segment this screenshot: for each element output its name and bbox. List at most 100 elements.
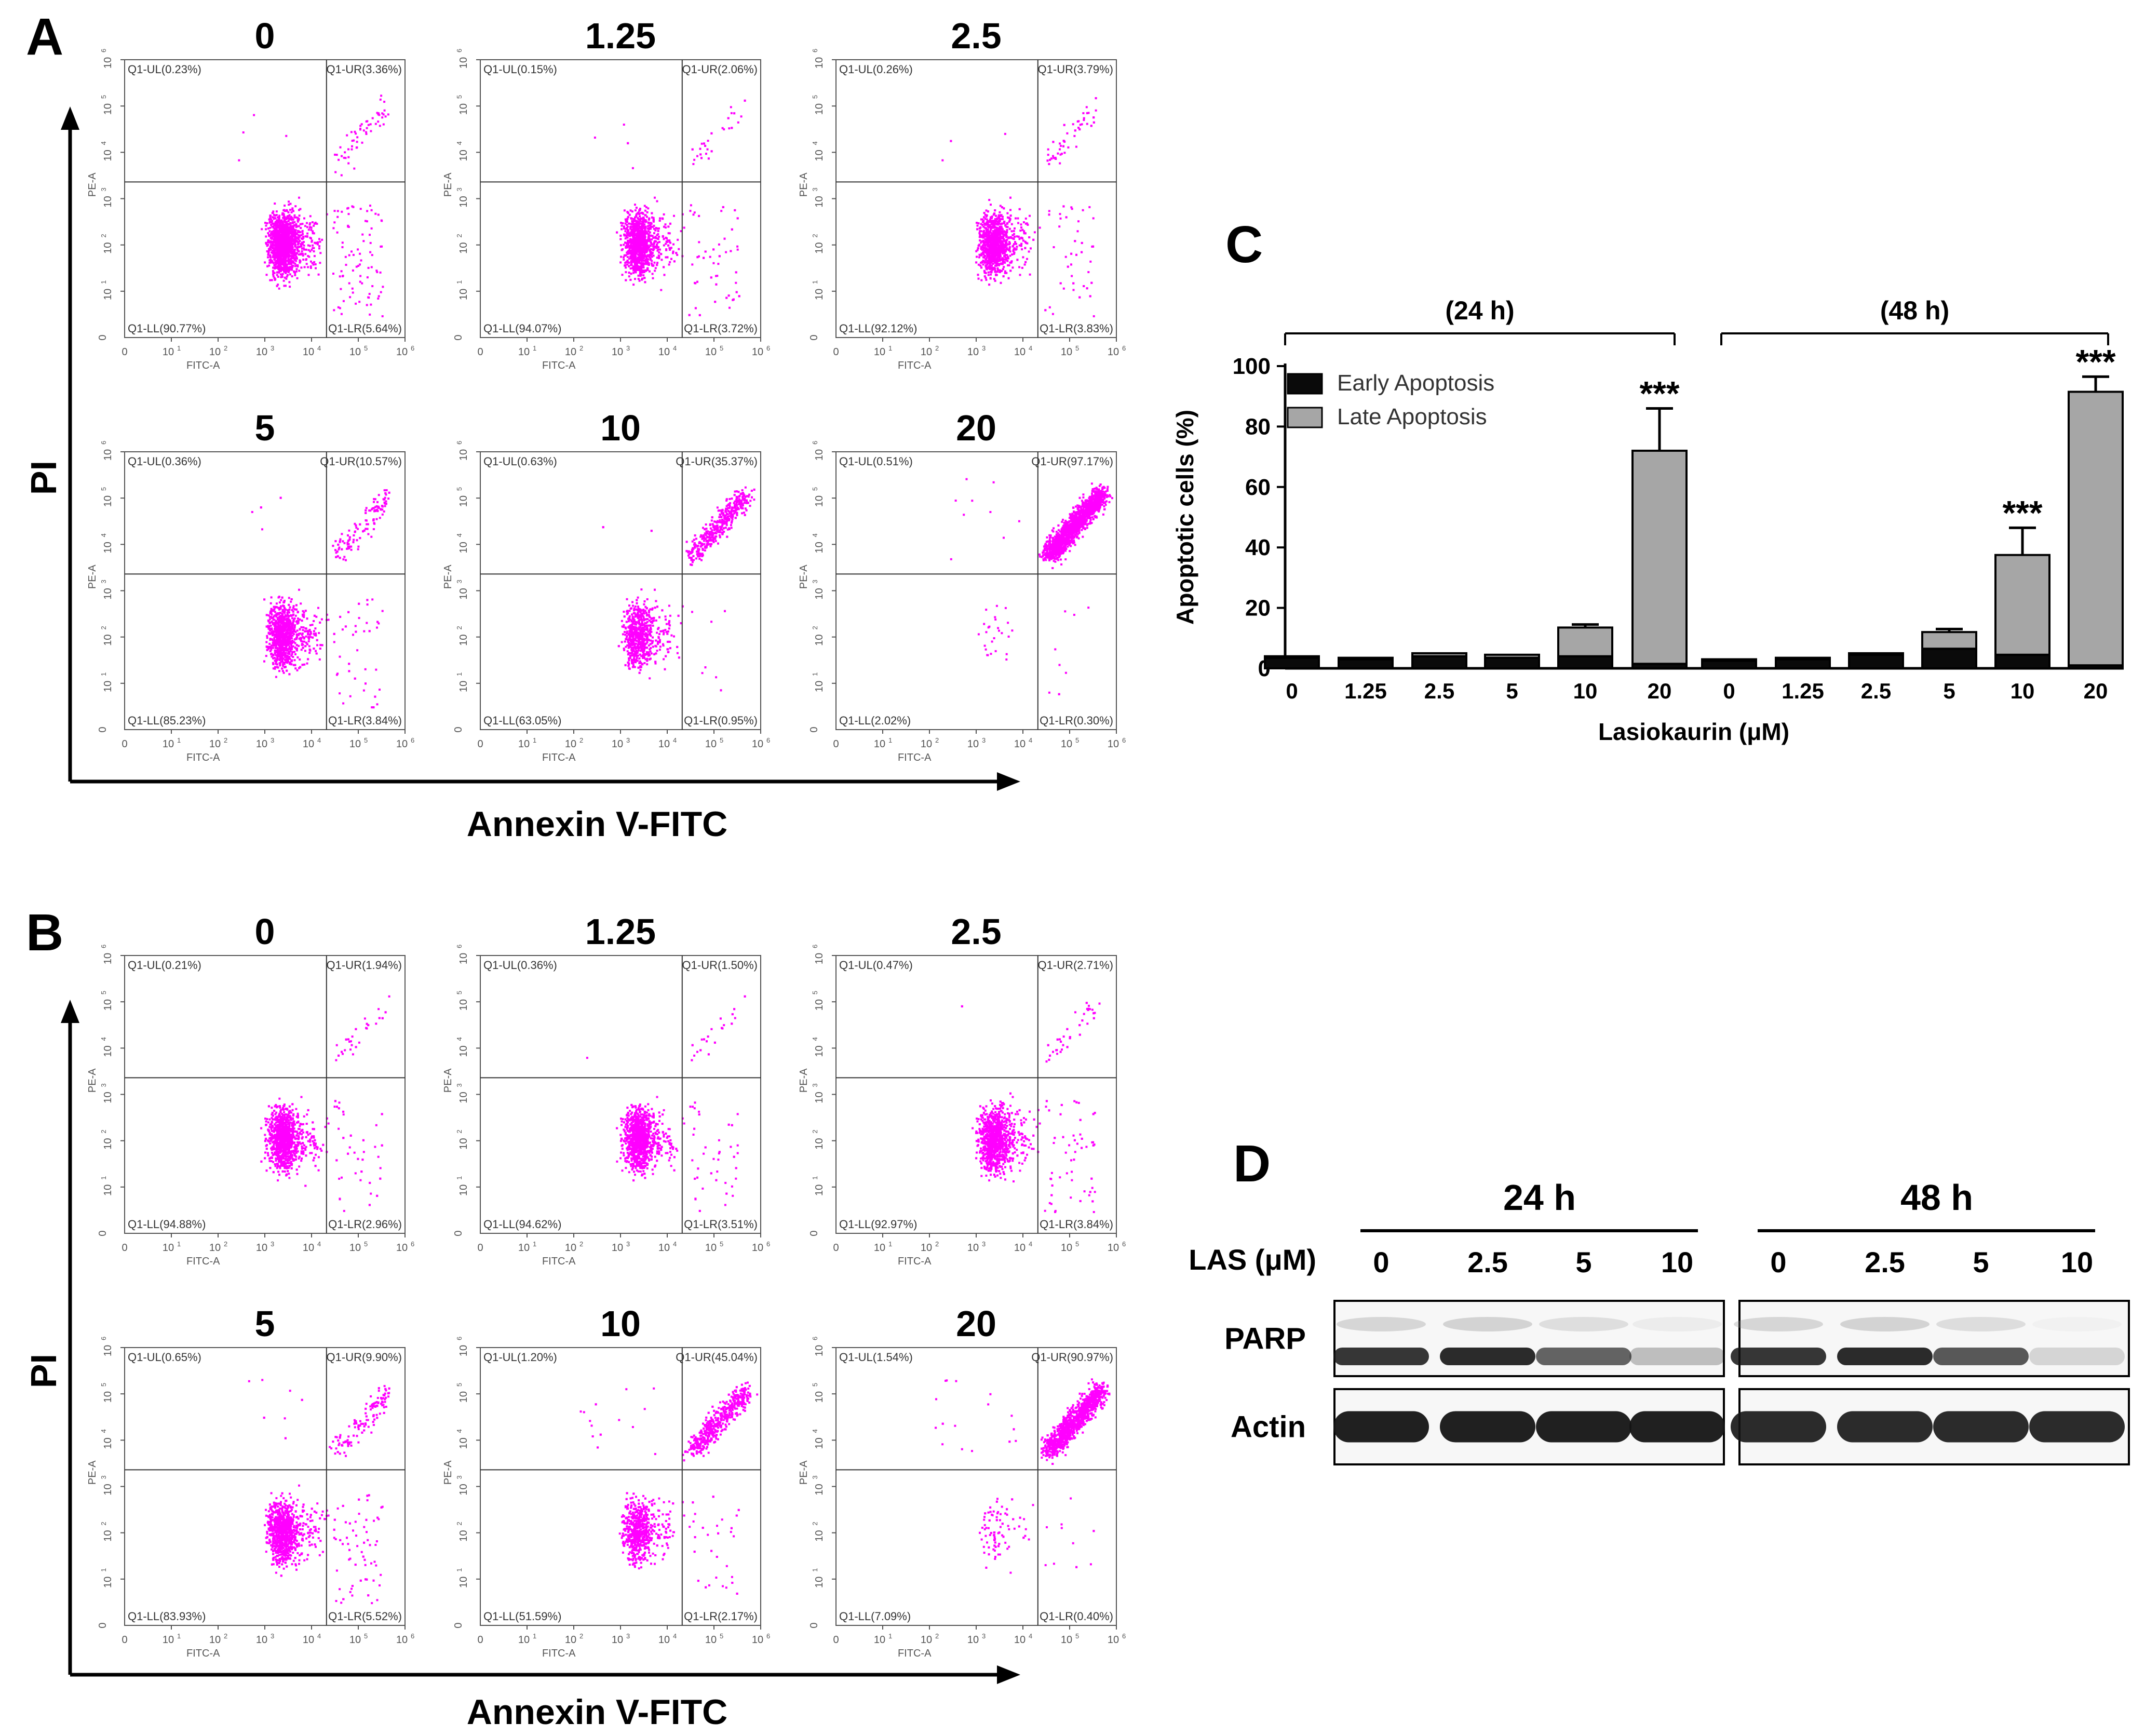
y-tick-label: 10 xyxy=(814,953,825,964)
y-axis-name: PE-A xyxy=(87,1068,98,1093)
y-tick-label: 0 xyxy=(453,1622,464,1628)
bar-late-apoptosis xyxy=(1848,652,1904,656)
x-tick-exponent: 5 xyxy=(364,1240,368,1248)
x-tick-label: 0 xyxy=(477,346,483,358)
quadrant-lr-label: Q1-LR(2.96%) xyxy=(328,1218,402,1231)
y-tick-label: 10 xyxy=(814,1185,825,1196)
x-axis-name: FITC-A xyxy=(186,1256,220,1267)
y-tick-exponent: 6 xyxy=(811,441,819,445)
y-tick-exponent: 2 xyxy=(811,1522,819,1525)
las-concentration-label: LAS (μM) xyxy=(1189,1243,1316,1276)
x-tick-label: 10 xyxy=(256,1634,267,1646)
x-tick-exponent: 6 xyxy=(1122,344,1126,352)
group-label: (48 h) xyxy=(1880,296,1949,325)
y-tick-label: 0 xyxy=(453,334,464,340)
dose-label: 1.25 xyxy=(585,16,656,56)
x-tick-label: 10 xyxy=(1108,738,1119,750)
x-tick-label: 5 xyxy=(1943,679,1955,703)
flow-axes-a: PI Annexin V-FITC xyxy=(23,106,1020,844)
lane-label: 5 xyxy=(1973,1246,1989,1279)
bar-early-apoptosis xyxy=(1848,653,1904,670)
x-tick-label: 10 xyxy=(705,1242,717,1254)
quadrant-lr-label: Q1-LR(3.51%) xyxy=(684,1218,758,1231)
quadrant-ul-label: Q1-UL(0.36%) xyxy=(483,959,557,972)
y-tick-label: 10 xyxy=(458,635,469,646)
y-tick-exponent: 6 xyxy=(100,945,107,948)
band xyxy=(1440,1348,1535,1365)
y-tick-exponent: 3 xyxy=(100,1083,107,1087)
x-tick-label: 10 xyxy=(209,1242,221,1254)
x-tick-label: 10 xyxy=(612,1242,623,1254)
quadrant-ur-label: Q1-UR(1.50%) xyxy=(682,959,758,972)
x-tick-label: 0 xyxy=(833,1634,839,1646)
x-tick-exponent: 3 xyxy=(271,736,274,744)
x-tick-exponent: 5 xyxy=(1075,736,1079,744)
x-tick-label: 10 xyxy=(209,738,221,750)
y-tick-exponent: 1 xyxy=(455,1568,463,1572)
dose-label: 0 xyxy=(255,911,275,952)
y-tick-label: 10 xyxy=(814,495,825,507)
dose-label: 2.5 xyxy=(951,911,1001,952)
dose-label: 5 xyxy=(255,1303,275,1344)
x-axis-name: FITC-A xyxy=(898,752,932,763)
x-axis-name: FITC-A xyxy=(898,1648,932,1659)
x-tick-exponent: 5 xyxy=(1075,1632,1079,1640)
x-tick-exponent: 1 xyxy=(177,1240,181,1248)
quadrant-ll-label: Q1-LL(51.59%) xyxy=(483,1610,561,1623)
y-tick-label: 10 xyxy=(102,57,114,69)
x-tick-label: 10 xyxy=(1573,679,1598,703)
x-tick-label: 2.5 xyxy=(1861,679,1891,703)
y-tick-label: 10 xyxy=(814,1484,825,1495)
x-tick-exponent: 5 xyxy=(720,1240,723,1248)
quadrant-ur-label: Q1-UR(35.37%) xyxy=(676,455,758,468)
x-tick-label: 10 xyxy=(303,1242,314,1254)
y-tick-label: 10 xyxy=(458,103,469,115)
y-tick-label: 10 xyxy=(458,1437,469,1449)
dose-label: 20 xyxy=(956,1303,996,1344)
plot-frame xyxy=(124,451,406,730)
band xyxy=(1731,1348,1826,1365)
lane-label: 0 xyxy=(1770,1246,1786,1279)
band-faint-upper xyxy=(1633,1317,1722,1331)
y-tick-exponent: 3 xyxy=(100,1475,107,1479)
x-tick-label: 10 xyxy=(303,738,314,750)
quadrant-ul-label: Q1-UL(0.21%) xyxy=(128,959,201,972)
x-tick-label: 0 xyxy=(122,346,127,358)
y-axis-title: Apoptotic cells (%) xyxy=(1171,410,1198,625)
y-tick-label: 10 xyxy=(458,1138,469,1150)
x-tick-label: 10 xyxy=(518,1242,530,1254)
y-tick-exponent: 5 xyxy=(455,487,463,491)
flow-cytometry-plots: 0 Q1-UL(0.23%) Q1-UR(3.36%) Q1-LL(90.77%) Q1… xyxy=(87,16,1126,1659)
y-tick-exponent: 3 xyxy=(100,187,107,191)
x-tick-label: 10 xyxy=(705,1634,717,1646)
x-tick-exponent: 6 xyxy=(411,1240,414,1248)
y-tick-label: 10 xyxy=(458,1484,469,1495)
y-tick-exponent: 5 xyxy=(100,1383,107,1387)
bar-late-apoptosis xyxy=(1921,631,1977,650)
quadrant-ur-label: Q1-UR(97.17%) xyxy=(1031,455,1113,468)
event-dots xyxy=(238,95,389,317)
y-tick-label: 10 xyxy=(102,953,114,964)
x-tick-label: 10 xyxy=(1061,1634,1072,1646)
y-tick-label: 10 xyxy=(814,1391,825,1403)
y-tick-label: 10 xyxy=(102,289,114,300)
dose-label: 10 xyxy=(600,1303,641,1344)
y-tick-exponent: 2 xyxy=(100,626,107,629)
y-tick-exponent: 3 xyxy=(100,580,107,583)
y-tick-exponent: 2 xyxy=(100,1522,107,1525)
x-tick-label: 10 xyxy=(1014,738,1026,750)
y-tick-label: 0 xyxy=(453,1230,464,1236)
x-tick-exponent: 4 xyxy=(1029,1240,1032,1248)
significance-marker: *** xyxy=(1639,374,1679,412)
y-tick-exponent: 4 xyxy=(100,533,107,537)
x-tick-exponent: 4 xyxy=(1029,1632,1032,1640)
lane-label: 2.5 xyxy=(1467,1246,1508,1279)
y-tick-exponent: 5 xyxy=(100,487,107,491)
legend-label-late: Late Apoptosis xyxy=(1337,404,1487,429)
y-tick-label: 10 xyxy=(458,449,469,461)
x-tick-exponent: 3 xyxy=(626,736,630,744)
y-tick-label: 10 xyxy=(814,57,825,69)
dose-label: 20 xyxy=(956,408,996,448)
x-tick-label: 0 xyxy=(833,738,839,750)
y-tick-label: 80 xyxy=(1245,414,1271,439)
